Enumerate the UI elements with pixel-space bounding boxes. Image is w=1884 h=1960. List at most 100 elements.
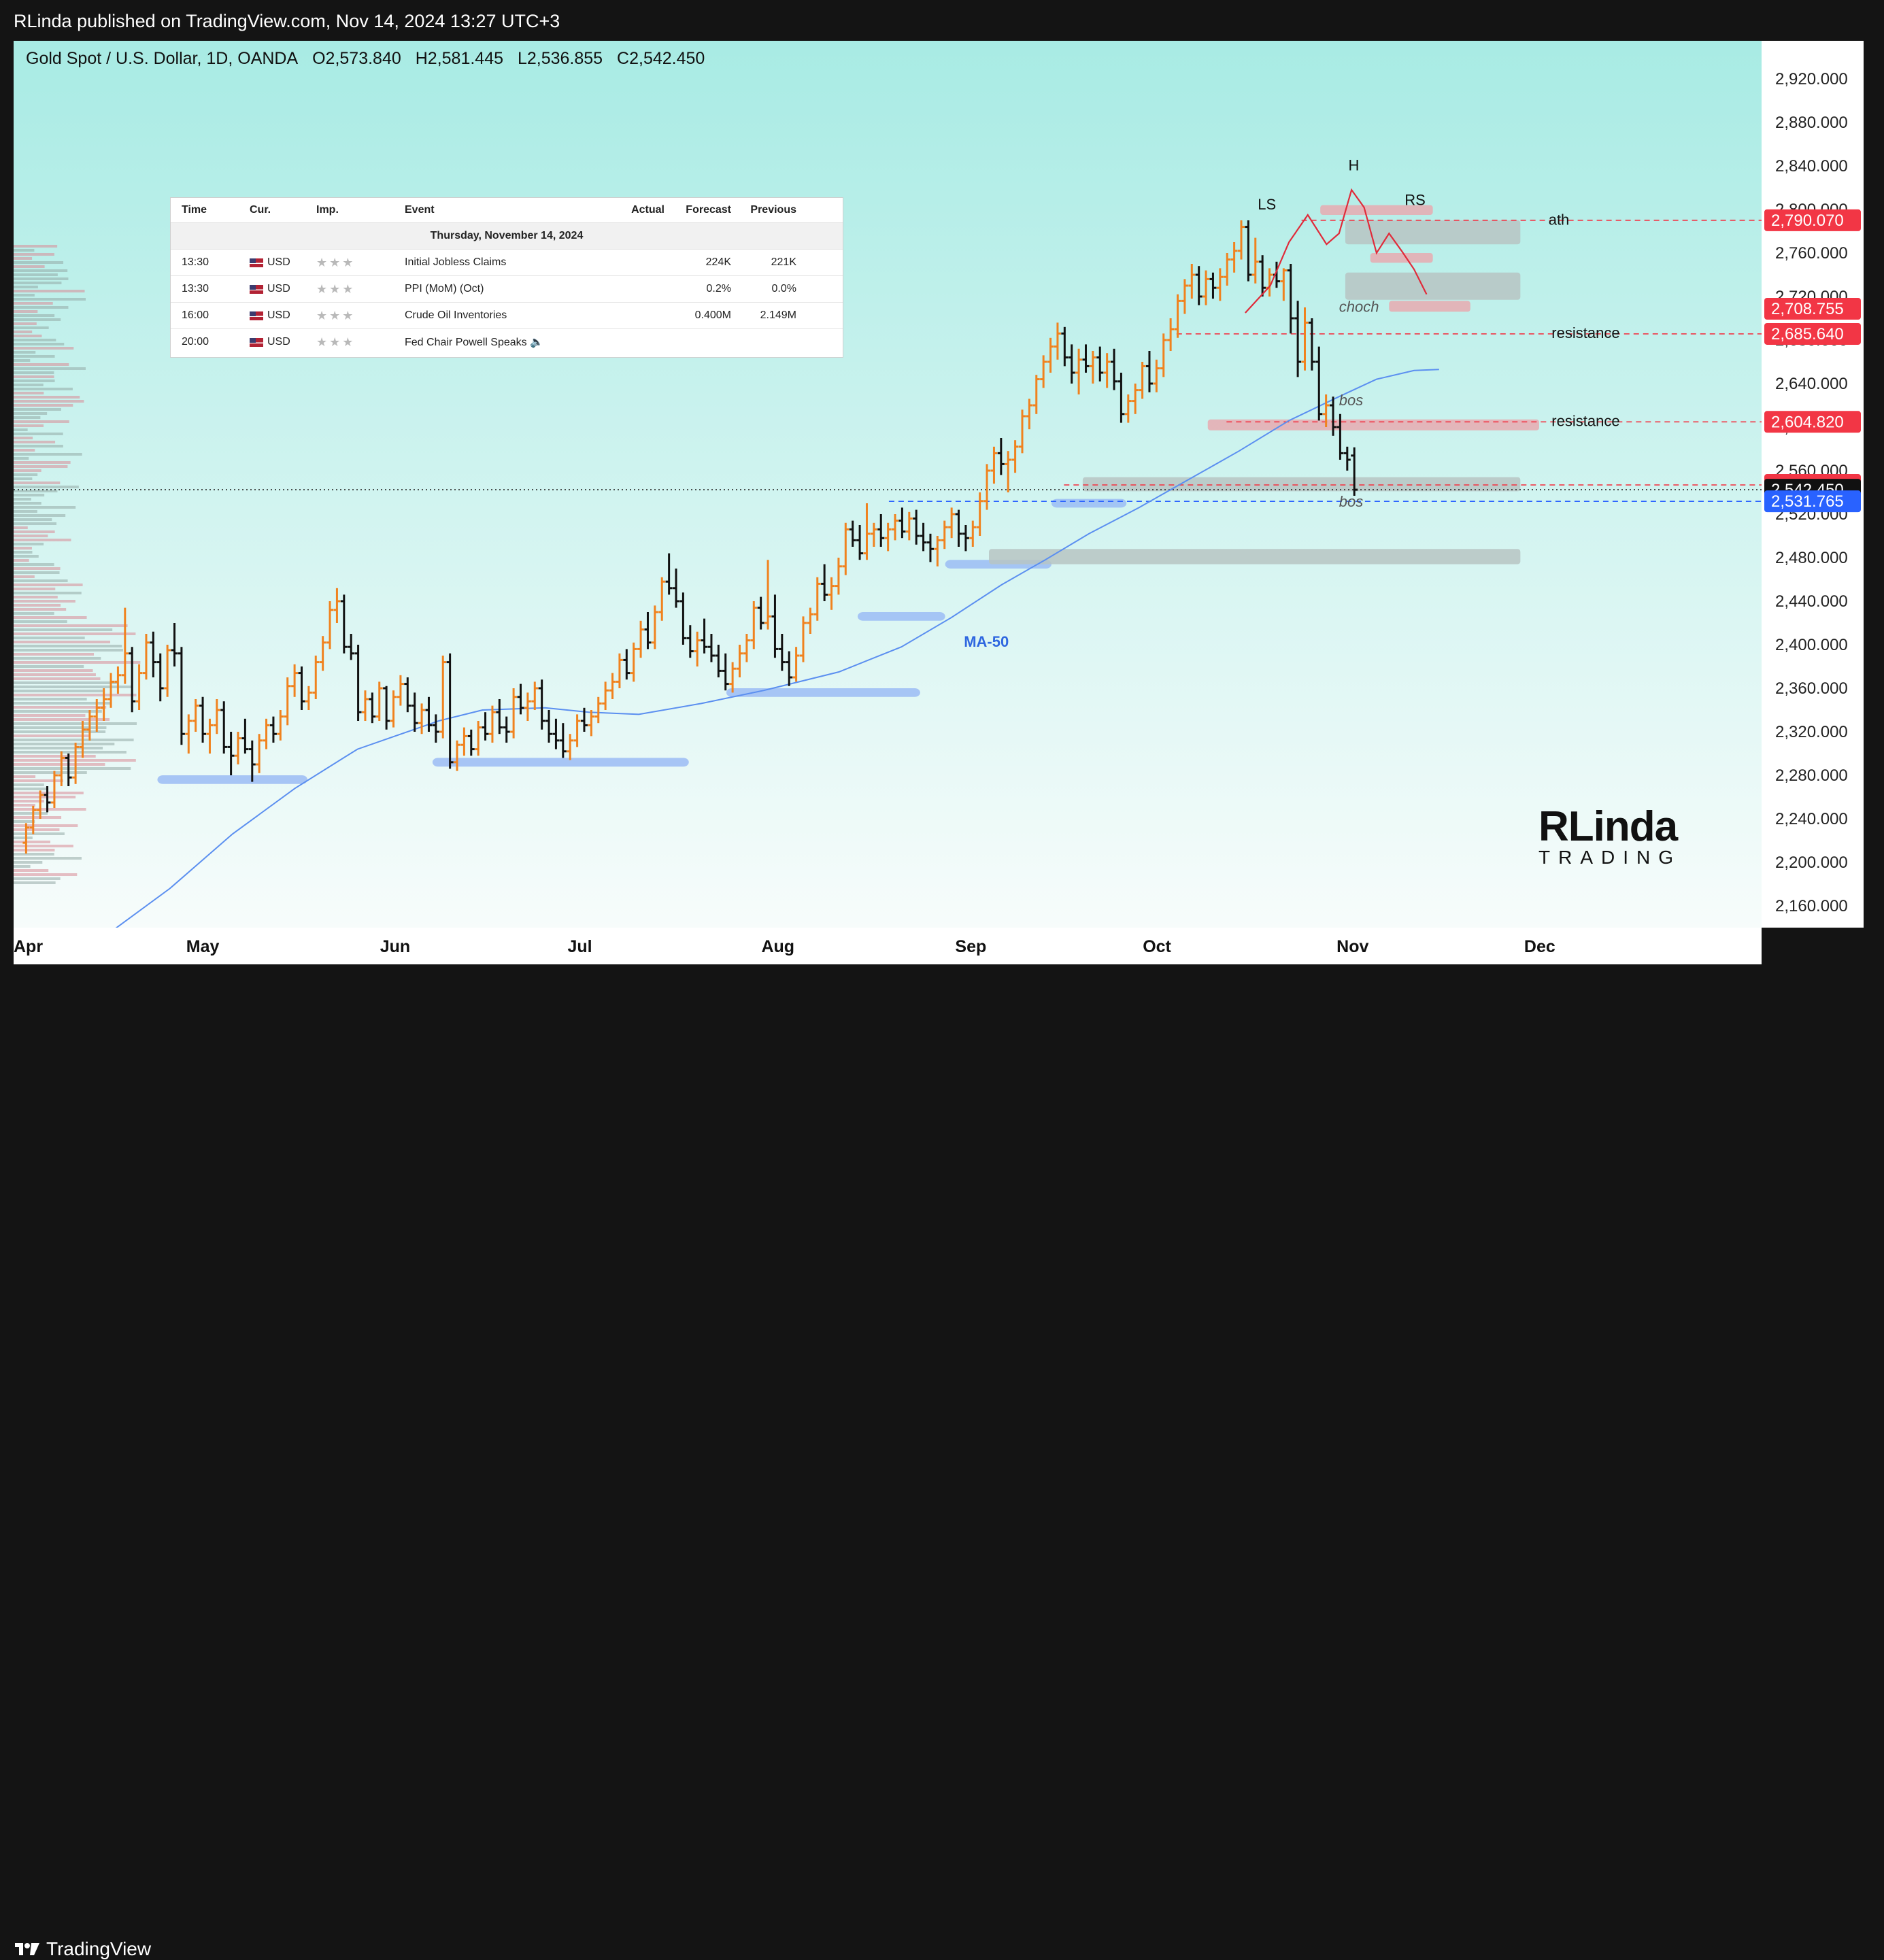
volume-profile-bar — [14, 690, 103, 692]
volume-profile-bar — [14, 518, 52, 521]
economic-calendar: Time Cur. Imp. Event Actual Forecast Pre… — [170, 197, 843, 358]
row-time: 20:00 — [182, 336, 209, 348]
ohlc-bar — [665, 553, 673, 595]
chart-svg[interactable]: H LS RS choch bos bos ath resistance res… — [14, 41, 1762, 931]
ohlc-bar — [1132, 384, 1139, 414]
ohlc-bar — [715, 645, 722, 677]
volume-profile-bar — [14, 481, 61, 484]
volume-profile-bar — [14, 657, 101, 660]
zone-support — [157, 775, 308, 784]
volume-profile-bar — [14, 710, 102, 713]
volume-profile-bar — [14, 294, 35, 297]
ohlc-bar — [821, 564, 828, 601]
volume-profile-bar — [14, 820, 35, 823]
volume-profile-bar — [14, 694, 137, 696]
volume-profile-bar — [14, 396, 80, 399]
zone-gray — [989, 549, 1521, 564]
row-previous: 221K — [771, 256, 796, 268]
chart-plot-area[interactable]: H LS RS choch bos bos ath resistance res… — [14, 41, 1762, 931]
volume-profile-bar — [14, 677, 101, 680]
price-tick-label: 2,480.000 — [1775, 549, 1848, 567]
ohlc-bar — [1280, 268, 1288, 301]
row-event: PPI (MoM) (Oct) — [405, 283, 484, 294]
volume-profile-bar — [14, 286, 38, 288]
volume-profile-bar — [14, 245, 58, 248]
ohlc-bar — [707, 634, 715, 662]
ohlc-bar — [1315, 346, 1323, 421]
volume-profile-bar — [14, 796, 76, 798]
volume-profile-bar — [14, 408, 61, 411]
header-forecast: Forecast — [686, 204, 731, 216]
ohlc-bar — [1224, 253, 1231, 286]
ohlc-bar — [510, 688, 518, 739]
published-label: RLinda published on TradingView.com, Nov… — [14, 11, 560, 31]
volume-profile-bar — [14, 510, 37, 513]
ohlc-bar — [1330, 396, 1337, 436]
label-LS: LS — [1258, 196, 1276, 213]
importance-stars-icon: ★★★ — [316, 335, 356, 349]
volume-profile-bar — [14, 437, 33, 439]
symbol-name: Gold Spot / U.S. Dollar, 1D, OANDA — [26, 49, 299, 68]
price-badge-bg — [1764, 297, 1861, 320]
ohlc-bar — [1301, 307, 1309, 371]
ohlc-bar — [142, 634, 150, 680]
ohlc-bar — [892, 514, 899, 541]
ohlc-bar — [884, 522, 892, 552]
volume-profile-bar — [14, 269, 68, 272]
brand-name: RLinda — [1538, 803, 1678, 850]
volume-profile-bar — [14, 339, 56, 341]
time-axis-svg[interactable]: Apr May Jun Jul Aug Sep Oct Nov Dec — [14, 928, 1762, 964]
volume-profile-bar — [14, 498, 31, 501]
ohlc-bar — [870, 522, 877, 547]
price-axis-svg[interactable]: 2,920.0002,880.0002,840.0002,800.0002,76… — [1762, 41, 1864, 928]
zone-pink — [1370, 253, 1433, 263]
volume-profile-bar — [14, 298, 86, 301]
ohlc-bar — [503, 716, 510, 743]
volume-profile-bar — [14, 335, 42, 337]
row-event: Initial Jobless Claims — [405, 256, 507, 268]
ohlc-bar — [446, 653, 454, 769]
price-tick-label: 2,880.000 — [1775, 114, 1848, 132]
zone-support — [726, 688, 920, 697]
month-tick-label: Sep — [955, 937, 986, 956]
label-ma-50: MA-50 — [964, 633, 1009, 650]
ohlc-bar — [1117, 373, 1125, 423]
ohlc-bar — [1103, 353, 1111, 388]
importance-stars-icon: ★★★ — [316, 255, 356, 269]
ohlc-bar — [898, 507, 906, 539]
ohlc-bar — [807, 607, 814, 634]
volume-profile-bar — [14, 526, 28, 529]
ohlc-bar — [185, 714, 192, 754]
volume-profile-bar — [14, 469, 41, 472]
volume-profile-bar — [14, 331, 33, 333]
ohlc-bar — [934, 536, 941, 567]
ohlc-bar — [375, 681, 383, 721]
price-axis[interactable]: 2,920.0002,880.0002,840.0002,800.0002,76… — [1762, 41, 1864, 928]
ohlc-bar — [326, 601, 334, 649]
label-RS: RS — [1404, 192, 1426, 209]
volume-profile-bar — [14, 869, 49, 872]
ohlc-bar — [1032, 375, 1040, 414]
ohlc-bar — [460, 727, 468, 756]
tradingview-logo[interactable]: TradingView — [14, 1938, 151, 1960]
time-axis[interactable]: Apr May Jun Jul Aug Sep Oct Nov Dec — [14, 928, 1762, 964]
ohlc-bar — [1011, 440, 1019, 473]
price-badge-bg — [1764, 209, 1861, 231]
volume-profile-bar — [14, 718, 110, 721]
volume-profile-bar — [14, 441, 56, 443]
volume-profile-bar — [14, 477, 33, 480]
ohlc-bar — [764, 560, 772, 630]
volume-profile-bar — [14, 302, 53, 305]
ohlc-bar — [594, 696, 602, 724]
volume-profile-bar — [14, 347, 74, 350]
row-event: Crude Oil Inventories — [405, 309, 507, 321]
ohlc-bar — [432, 714, 439, 743]
ohlc-bar — [361, 690, 369, 721]
ohlc-bar — [312, 656, 320, 699]
price-tick-label: 2,440.000 — [1775, 592, 1848, 611]
volume-profile-bar — [14, 400, 84, 403]
ohlc-bar — [284, 677, 291, 726]
price-badge: 2,531.765 — [1764, 490, 1861, 513]
row-cur-label: USD — [267, 309, 290, 321]
calendar-day: Thursday, November 14, 2024 — [171, 223, 843, 250]
